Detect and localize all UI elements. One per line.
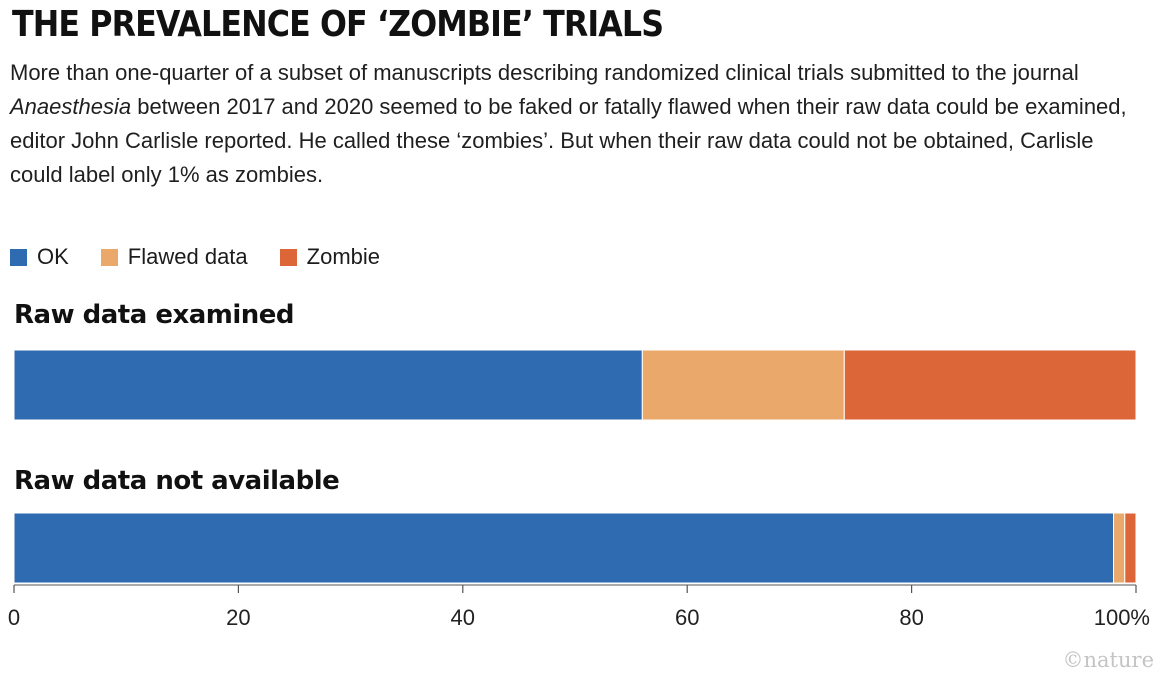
x-tick-label-60: 60 (675, 605, 699, 630)
x-tick-label-100: 100% (1094, 605, 1150, 630)
x-tick-label-40: 40 (451, 605, 475, 630)
chart-title: THE PREVALENCE OF ‘ZOMBIE’ TRIALS (12, 4, 664, 45)
bar-raw-data-examined-flawed-data (641, 349, 845, 421)
legend-swatch-zombie (279, 248, 297, 266)
x-tick-label-80: 80 (899, 605, 923, 630)
legend-swatch-ok (10, 248, 27, 266)
category-label-examined: Raw data examined (14, 300, 295, 330)
legend-item-ok: OK (10, 244, 69, 270)
bar-raw-data-not-available-ok (13, 512, 1115, 584)
bar-raw-data-examined-zombie (843, 349, 1137, 421)
legend-label-zombie: Zombie (306, 244, 381, 269)
legend-swatch-flawed (100, 248, 118, 266)
chart-subtitle: More than one-quarter of a subset of man… (10, 56, 1150, 192)
journal-name: Anaesthesia (10, 94, 132, 119)
bar-raw-data-not-available-flawed-data (1113, 512, 1126, 584)
subtitle-text-1: More than one-quarter of a subset of man… (10, 60, 1079, 85)
category-label-not-available: Raw data not available (14, 466, 340, 496)
x-tick-label-0: 0 (8, 605, 20, 630)
legend: OK Flawed data Zombie (10, 244, 412, 270)
legend-item-flawed: Flawed data (100, 244, 248, 270)
subtitle-text-2: between 2017 and 2020 seemed to be faked… (10, 94, 1127, 187)
nature-credit: ©nature (1062, 648, 1154, 672)
legend-label-flawed: Flawed data (127, 244, 248, 269)
x-tick-label-20: 20 (226, 605, 250, 630)
legend-label-ok: OK (37, 244, 69, 269)
bar-raw-data-examined-ok (13, 349, 643, 421)
bar-raw-data-not-available-zombie (1124, 512, 1137, 584)
legend-item-zombie: Zombie (279, 244, 381, 270)
